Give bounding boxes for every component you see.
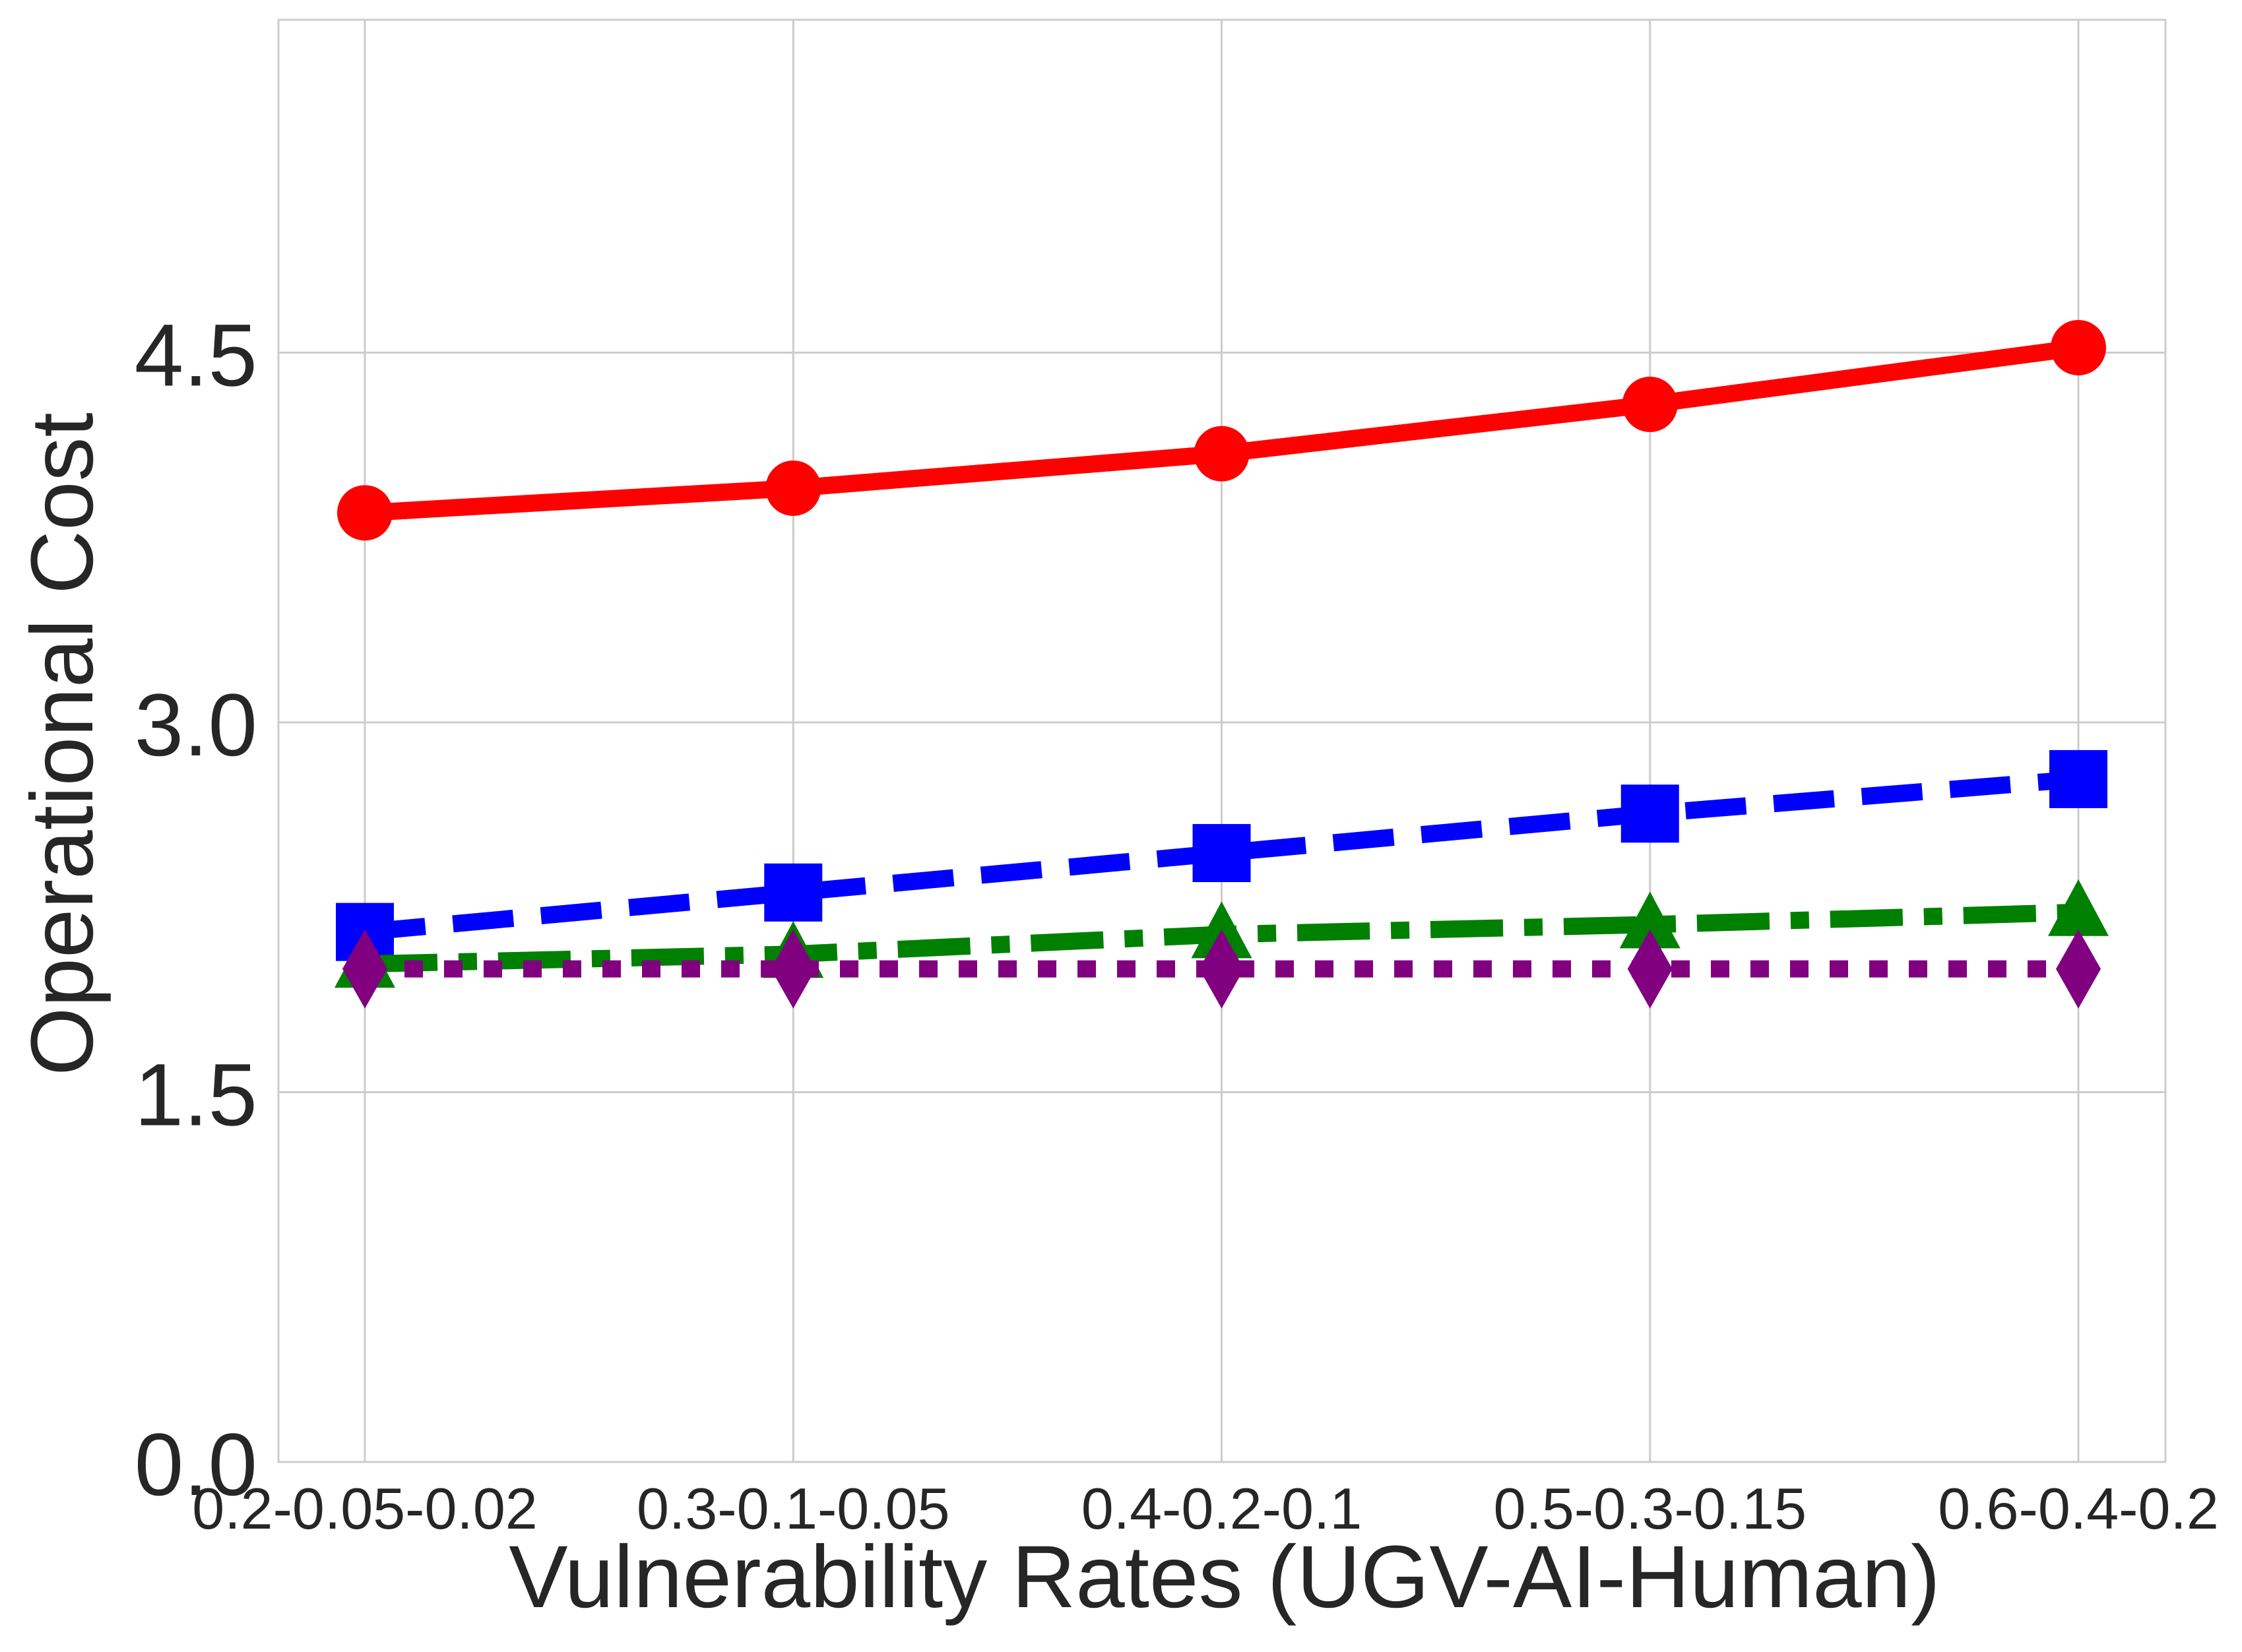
data-point-square (1620, 784, 1679, 843)
grid (278, 20, 2165, 1462)
data-point-diamond (1627, 929, 1673, 1009)
data-point-diamond (2056, 929, 2101, 1009)
data-point-square (2049, 749, 2107, 808)
data-point-circle (337, 485, 393, 541)
data-point-diamond (342, 929, 387, 1009)
plot-area-frame (277, 18, 2167, 1463)
series-line (364, 770, 2080, 941)
x-tick-label: 0.5-0.3-0.15 (1493, 1476, 1807, 1541)
x-tick-label: 0.3-0.1-0.05 (637, 1476, 950, 1541)
tick-labels: 0.2-0.05-0.02 0.3-0.1-0.05 0.4-0.2-0.1 0.5-… (135, 306, 2219, 1541)
data-point-diamond (1199, 929, 1244, 1009)
data-point-square (764, 863, 823, 922)
y-tick-label: 1.5 (135, 1046, 257, 1144)
data-point-circle (1194, 426, 1250, 482)
data-point-circle (1622, 376, 1678, 432)
x-tick-label: 0.6-0.4-0.2 (1938, 1476, 2219, 1541)
data-point-circle (2051, 319, 2106, 375)
series-group (335, 319, 2109, 1009)
data-point-square (1192, 824, 1251, 883)
data-point-circle (765, 460, 821, 516)
data-point-triangle (2048, 879, 2109, 936)
series-1 (337, 319, 2106, 541)
series-2 (336, 749, 2107, 961)
x-axis-title: Vulnerability Rates (UGV-AI-Human) (509, 1528, 1940, 1626)
data-point-diamond (771, 929, 816, 1009)
x-tick-label: 0.4-0.2-0.1 (1081, 1476, 1362, 1541)
y-tick-label: 0.0 (135, 1416, 257, 1514)
x-tick-label: 0.2-0.05-0.02 (192, 1476, 538, 1541)
y-axis-title: Operational Cost (13, 412, 112, 1076)
series-4 (342, 929, 2101, 1009)
y-tick-label: 3.0 (135, 676, 257, 775)
y-tick-label: 4.5 (135, 306, 257, 404)
data-point-triangle (1619, 891, 1681, 949)
